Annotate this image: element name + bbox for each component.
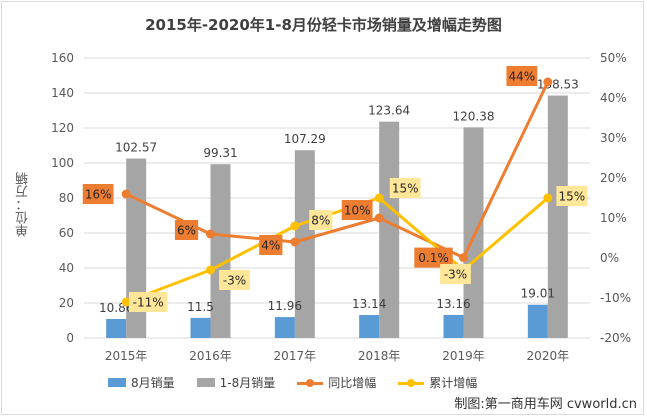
line-point [290,237,300,247]
bar-cumulative [210,164,231,338]
y-tick-label: 0 [66,331,74,345]
bar-data-label: 102.57 [115,141,157,155]
legend-swatch-monthly [108,378,126,387]
legend-label-yoy-growth: 同比增幅 [328,376,377,390]
x-tick-label: 2020年 [527,349,570,363]
line-data-label: 8% [311,214,330,228]
y2-tick-label: 40% [600,91,627,105]
line-label-box [219,270,250,290]
line-label-box [341,200,373,220]
y2-tick-label: 50% [600,51,627,65]
line-label-box [506,66,538,86]
line-label-box [174,220,199,240]
line-data-label: 16% [85,188,112,202]
bar-cumulative [463,127,484,339]
line-data-label: 44% [508,70,535,84]
bar-data-label: 11.5 [187,300,214,314]
line-label-box [259,235,283,255]
y-tick-label: 100 [51,156,74,170]
bar-cumulative [294,150,315,338]
bar-data-label: 99.31 [203,146,237,160]
y-tick-label: 60 [59,226,74,240]
credit-text: 制图:第一商用车网 cvworld.cn [454,397,637,412]
bar-monthly [106,318,127,338]
bar-data-label: 11.96 [268,299,302,313]
line-label-box [82,184,114,204]
legend-item-cumulative-growth: 累计增幅 [398,374,477,391]
y2-tick-label: 0% [600,251,619,265]
y-tick-label: 160 [51,51,74,65]
line-label-box [309,210,333,230]
y2-tick-label: 20% [600,171,627,185]
bar-data-label: 19.01 [521,287,555,301]
line-data-label: -3% [444,268,467,282]
line-label-box [389,178,421,198]
legend-swatch-cumulative-growth [398,378,425,388]
line-data-label: 15% [392,182,419,196]
legend-item-cumulative: 1-8月销量 [196,374,276,391]
line-point [374,193,384,203]
x-tick-label: 2018年 [358,349,401,363]
line-data-label: 4% [261,239,280,253]
line-label-box [440,264,471,284]
bar-data-label: 13.16 [436,297,470,311]
line-data-label: -11% [133,296,164,310]
bar-monthly [359,315,380,338]
chart-legend: 8月销量 1-8月销量 同比增幅 累计增幅 [108,374,477,391]
line-label-box [556,186,588,206]
line-data-label: 15% [558,190,585,204]
line-point [543,193,553,203]
x-tick-label: 2019年 [442,349,485,363]
line-point [543,77,553,87]
y-tick-label: 120 [51,121,74,135]
line-point [121,189,131,199]
y2-tick-label: -20% [600,331,631,345]
bar-cumulative [547,95,568,338]
y-tick-label: 40 [59,261,74,275]
line-point [206,265,215,275]
line-data-label: -3% [223,274,246,288]
legend-swatch-yoy-growth [297,378,324,388]
x-tick-label: 2015年 [105,349,148,363]
bar-data-label: 107.29 [284,132,326,146]
y2-tick-label: -10% [600,291,631,305]
line-label-box [128,292,168,312]
line-point [206,229,215,239]
line-point [459,253,468,263]
line-point [374,213,384,223]
line-label-box [414,247,453,268]
y2-tick-label: 10% [600,211,627,225]
bar-monthly [443,314,464,338]
line-point [121,297,131,307]
y-tick-label: 140 [51,86,74,100]
legend-label-cumulative-growth: 累计增幅 [429,376,478,390]
chart-title: 2015年-2020年1-8月份轻卡市场销量及增幅走势图 [145,16,502,34]
line-data-label: 0.1% [418,251,449,265]
legend-label-monthly: 8月销量 [131,376,175,390]
legend-swatch-cumulative [196,378,215,387]
bar-monthly [190,317,211,338]
y2-tick-label: 30% [600,131,627,145]
x-tick-label: 2016年 [189,349,232,363]
line-data-label: 10% [344,204,371,218]
series-line-cumulative-growth [125,196,549,304]
y-tick-label: 20 [59,296,74,310]
bar-data-label: 13.14 [352,297,386,311]
line-data-label: 6% [177,224,196,238]
legend-item-yoy-growth: 同比增幅 [297,374,376,391]
bar-data-label: 123.64 [368,104,410,118]
legend-item-monthly: 8月销量 [108,374,175,391]
y-tick-label: 80 [59,191,74,205]
bar-cumulative [379,121,400,338]
bar-data-label: 120.38 [453,109,495,123]
legend-label-cumulative: 1-8月销量 [219,376,276,390]
line-point [290,221,300,231]
bar-monthly [274,317,295,338]
bar-monthly [527,304,548,338]
x-tick-label: 2017年 [274,349,317,363]
